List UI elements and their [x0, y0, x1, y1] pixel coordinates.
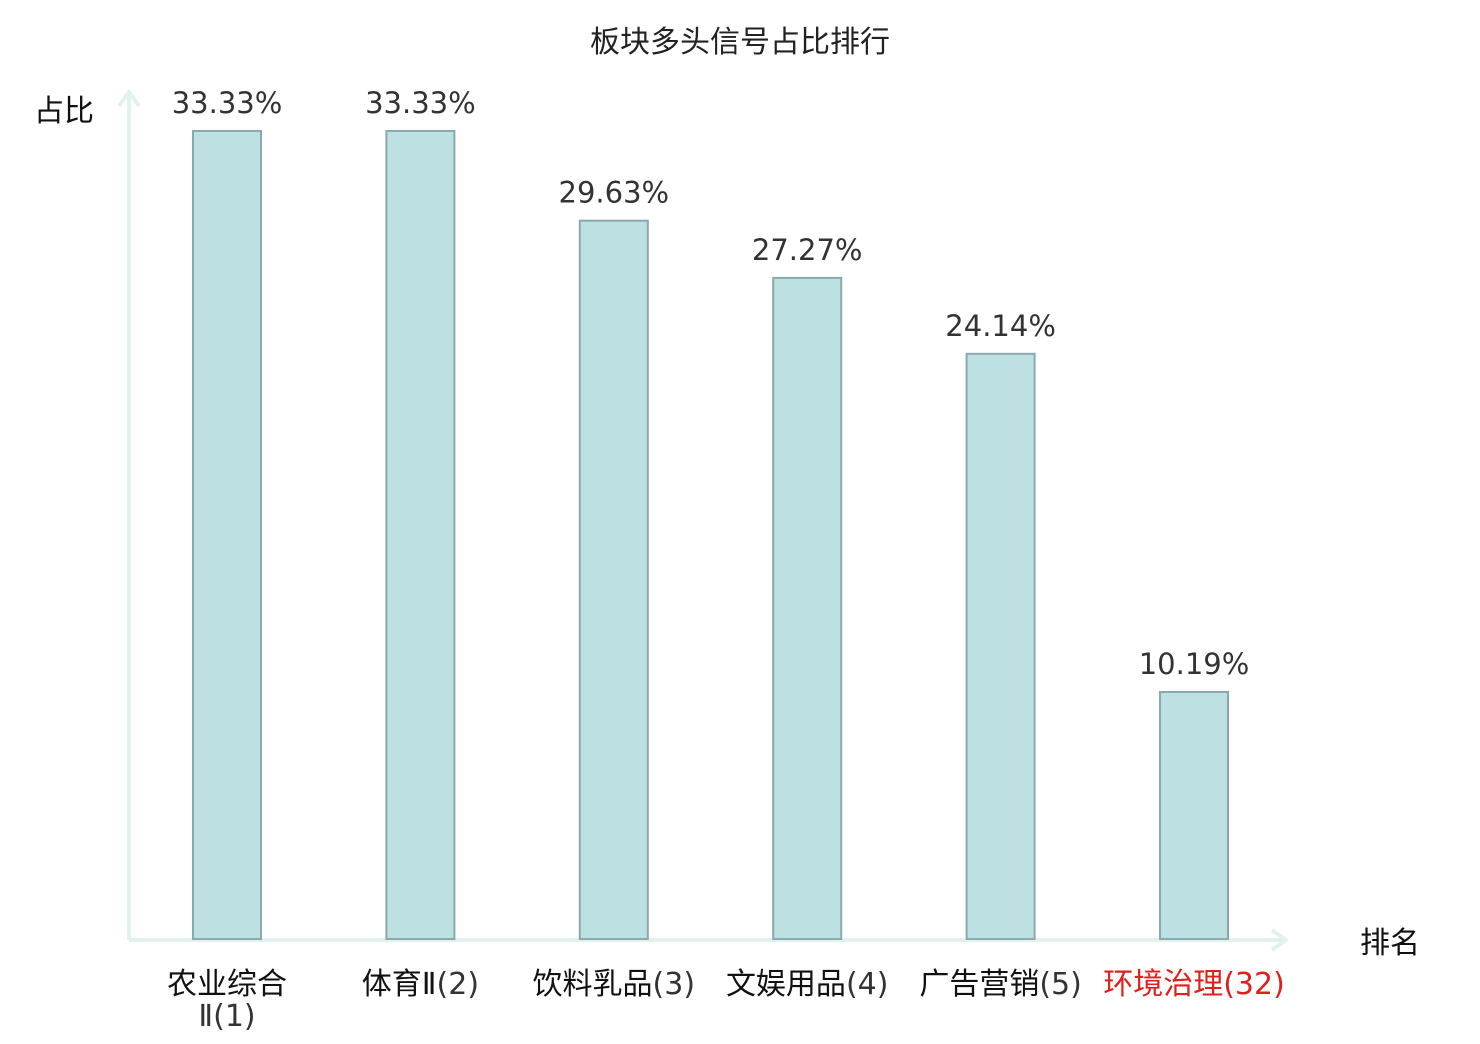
- chart-title: 板块多头信号占比排行: [590, 25, 890, 60]
- bar: [965, 352, 1036, 940]
- bar-value-label: 10.19%: [1139, 647, 1250, 681]
- bar: [772, 276, 843, 940]
- bar: [1159, 691, 1229, 940]
- category-label: 饮料乳品(3): [533, 967, 696, 1002]
- x-axis-label: 排名: [1360, 926, 1420, 961]
- category-labels-group: 农业综合 Ⅱ(1) 体育Ⅱ(2) 饮料乳品(3) 文娱用品(4) 广告营销(5) 环境治理(…: [167, 967, 1285, 1034]
- category-label: 文娱用品(4): [726, 967, 889, 1002]
- bar: [385, 130, 456, 940]
- value-labels-group: 33.33% 33.33% 29.63% 27.27% 24.14% 10.19%: [172, 86, 1250, 681]
- y-axis-label: 占比: [34, 94, 94, 129]
- bar-value-label: 33.33%: [365, 86, 476, 120]
- bar-value-label: 24.14%: [945, 309, 1056, 343]
- x-axis-arrow: [1270, 928, 1288, 952]
- bar-value-label: 33.33%: [172, 86, 283, 120]
- category-label: 农业综合 Ⅱ(1): [167, 967, 287, 1034]
- bar: [192, 130, 262, 940]
- bar: [578, 219, 649, 940]
- axes: [117, 90, 1288, 952]
- bar-value-label: 29.63%: [559, 176, 670, 210]
- category-label: 广告营销(5): [919, 967, 1082, 1002]
- category-label: 体育Ⅱ(2): [362, 967, 479, 1002]
- category-label: 环境治理(32): [1103, 967, 1285, 1002]
- bar-value-label: 27.27%: [752, 233, 863, 267]
- bars-group: [192, 130, 1229, 940]
- y-axis-arrow: [117, 90, 141, 108]
